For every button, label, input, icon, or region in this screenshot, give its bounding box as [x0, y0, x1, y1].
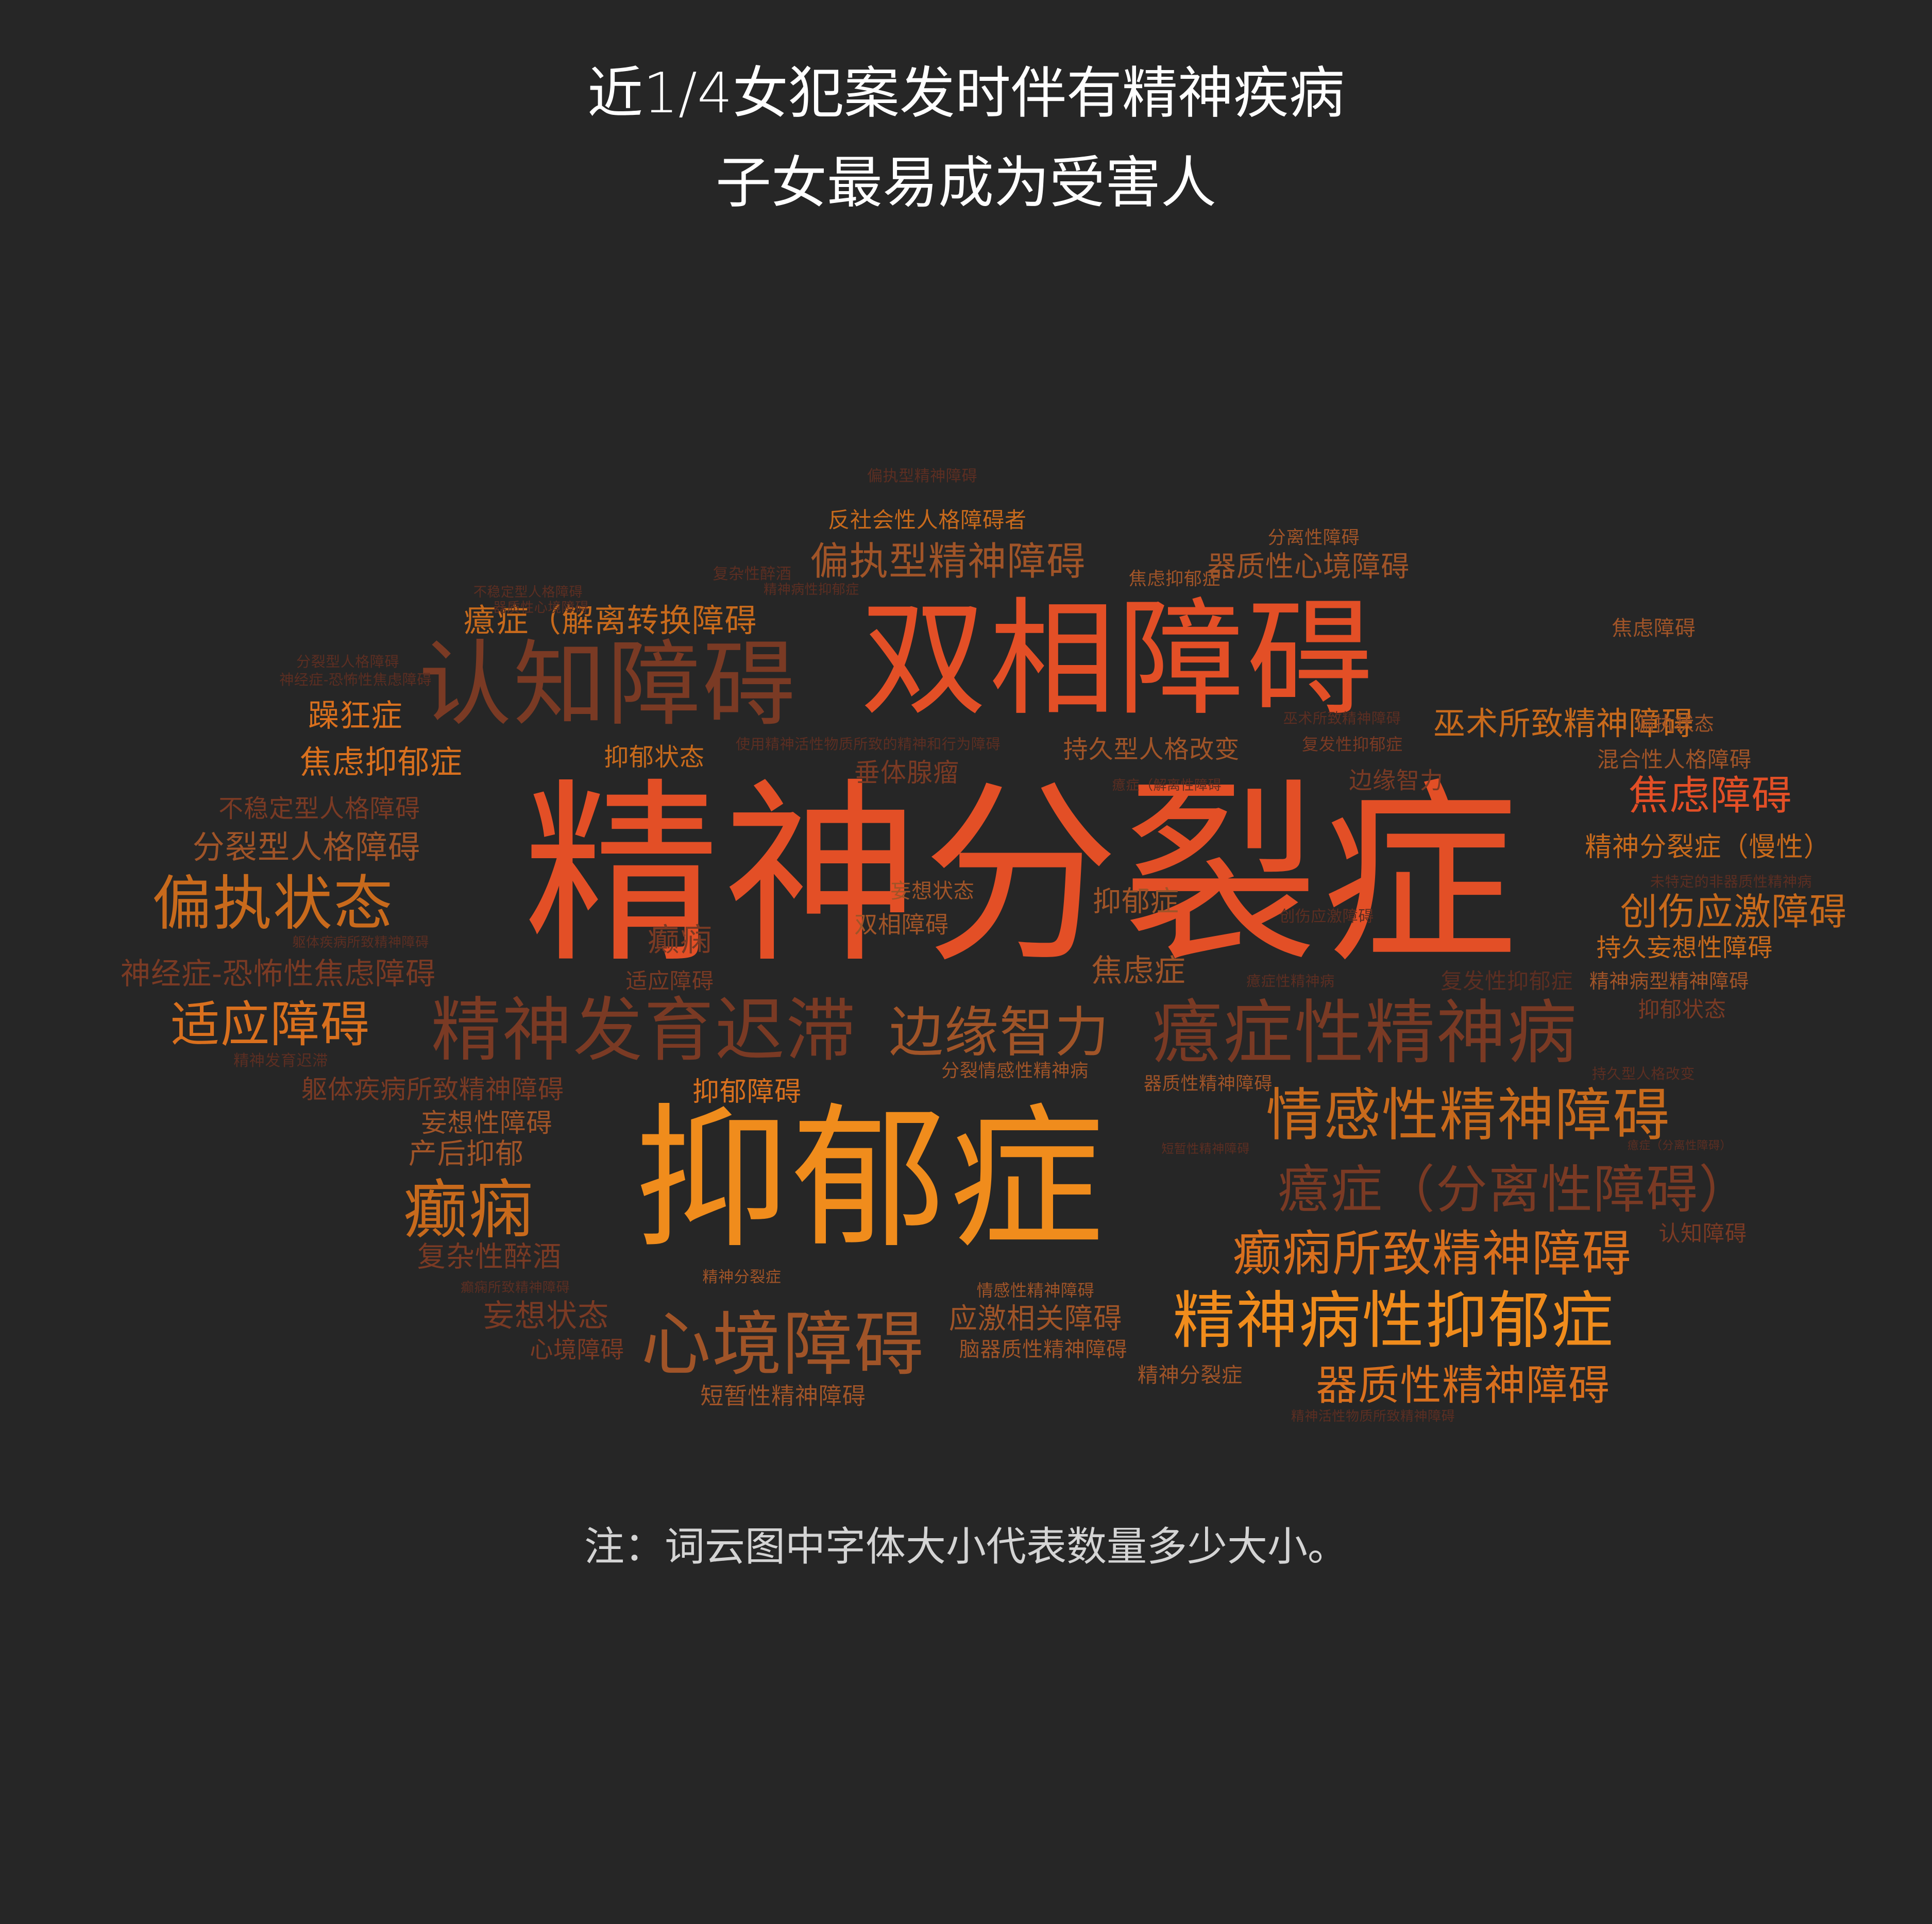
- word-cloud-term: 焦虑抑郁症: [299, 743, 463, 781]
- word-cloud-term: 器质性精神障碍: [1316, 1361, 1611, 1409]
- word-cloud-term: 精神病型精神障碍: [1589, 970, 1750, 993]
- word-cloud-term: 创伤应激障碍: [1279, 908, 1374, 926]
- footnote: 注：词云图中字体大小代表数量多少大小。: [584, 1524, 1348, 1570]
- word-cloud-term: 抑郁状态: [1638, 997, 1726, 1022]
- word-cloud-term: 精神病性抑郁症: [1173, 1285, 1615, 1357]
- word-cloud-term: 适应障碍: [625, 968, 714, 994]
- word-cloud-term: 癔症（解离性障碍: [1112, 778, 1222, 793]
- word-cloud-term: 焦虑障碍: [1628, 773, 1793, 819]
- word-cloud-term: 抑郁症: [1092, 884, 1180, 918]
- word-cloud-term: 混合性人格障碍: [1597, 747, 1752, 772]
- word-cloud-term: 短暂性精神障碍: [700, 1382, 866, 1410]
- word-cloud-term: 使用精神活性物质所致的精神和行为障碍: [735, 736, 1001, 753]
- word-cloud-term: 精神活性物质所致精神障碍: [1291, 1409, 1455, 1424]
- word-cloud-term: 抑郁状态: [604, 743, 705, 772]
- word-cloud-term: 癔症（分离性障碍）: [1628, 1139, 1732, 1152]
- word-cloud-term: 复发性抑郁症: [1302, 735, 1403, 754]
- word-cloud-term: 抑郁症: [634, 1089, 1107, 1269]
- word-cloud-term: 精神分裂症（慢性）: [1585, 832, 1831, 863]
- word-cloud-term: 躯体疾病所致精神障碍: [292, 935, 429, 950]
- word-cloud-term: 脑器质性精神障碍: [959, 1338, 1128, 1361]
- word-cloud-term: 精神发育迟滞: [233, 1052, 328, 1070]
- word-cloud-term: 偏执状态: [152, 869, 394, 939]
- word-cloud-term: 妄想状态: [483, 1298, 609, 1334]
- word-cloud-term: 癔症（解离转换障碍: [464, 602, 757, 639]
- word-cloud-term: 持久妄想性障碍: [1596, 933, 1773, 962]
- word-cloud-term: 双相障碍: [860, 586, 1376, 733]
- word-cloud-term: 垂体腺瘤: [854, 758, 959, 788]
- word-cloud-term: 分裂型人格障碍: [296, 653, 399, 670]
- word-cloud-term: 癫痫: [403, 1173, 535, 1248]
- word-cloud-term: 短暂性精神障碍: [1161, 1142, 1250, 1156]
- word-cloud-term: 创伤应激障碍: [1620, 890, 1848, 933]
- word-cloud-term: 情感性精神障碍: [976, 1281, 1095, 1300]
- word-cloud-term: 妄想性障碍: [421, 1108, 553, 1138]
- word-cloud-term: 复杂性醉酒: [713, 565, 792, 583]
- word-cloud-term: 不稳定型人格障碍: [473, 585, 583, 600]
- word-cloud-term: 不稳定型人格障碍: [218, 794, 420, 823]
- word-cloud-term: 复杂性醉酒: [417, 1240, 562, 1273]
- word-cloud-term: 适应障碍: [171, 996, 370, 1053]
- word-cloud-term: 精神分裂症: [702, 1268, 782, 1286]
- word-cloud-term: 妄想状态: [890, 879, 975, 903]
- word-cloud-term: 偏执状态: [1634, 712, 1715, 735]
- word-cloud-term: 巫术所致精神障碍: [1433, 705, 1694, 742]
- word-cloud-term: 双相障碍: [854, 911, 949, 939]
- word-cloud-term: 心境障碍: [530, 1336, 624, 1364]
- word-cloud-term: 癔症性精神病: [1152, 992, 1579, 1074]
- word-cloud-term: 分离性障碍: [1267, 527, 1360, 549]
- word-cloud-term: 偏执型精神障碍: [810, 538, 1086, 584]
- word-cloud-term: 精神发育迟滞: [431, 990, 857, 1071]
- word-cloud-term: 心境障碍: [641, 1304, 925, 1385]
- word-cloud-term: 未特定的非器质性精神病: [1650, 873, 1812, 890]
- word-cloud-term: 产后抑郁: [408, 1137, 524, 1170]
- word-cloud-term: 躯体疾病所致精神障碍: [301, 1075, 564, 1104]
- word-cloud-term: 分裂情感性精神病: [941, 1061, 1089, 1082]
- word-cloud-term: 器质性心境障碍: [493, 600, 589, 616]
- word-cloud-term: 抑郁障碍: [692, 1077, 802, 1108]
- word-cloud-term: 躁狂症: [308, 698, 403, 734]
- word-cloud-term: 边缘智力: [889, 1001, 1110, 1064]
- word-cloud-term: 焦虑抑郁症: [1128, 569, 1221, 590]
- word-cloud-term: 焦虑障碍: [1612, 617, 1696, 640]
- word-cloud-term: 精神分裂症: [1138, 1364, 1243, 1387]
- word-cloud-term: 认知障碍: [418, 631, 798, 739]
- word-cloud-term: 癫痫: [647, 921, 713, 959]
- title-line-1: 近1/4女犯案发时伴有精神疾病: [587, 61, 1345, 126]
- word-cloud-term: 神经症-恐怖性焦虑障碍: [120, 956, 436, 991]
- word-cloud-term: 持久型人格改变: [1592, 1065, 1695, 1082]
- word-cloud-term: 神经症-恐怖性焦虑障碍: [279, 671, 432, 688]
- word-cloud-term: 癔症（分离性障碍）: [1278, 1160, 1751, 1220]
- word-cloud-term: 癔症性精神病: [1246, 973, 1335, 990]
- word-cloud-term: 癫痫所致精神障碍: [1232, 1225, 1632, 1283]
- word-cloud-term: 精神病性抑郁症: [764, 582, 859, 598]
- word-cloud-term: 癫痫所致精神障碍: [460, 1280, 570, 1296]
- word-cloud-term: 认知障碍: [1658, 1221, 1747, 1246]
- word-cloud-term: 反社会性人格障碍者: [828, 507, 1027, 533]
- word-cloud-term: 器质性精神障碍: [1144, 1074, 1273, 1095]
- word-cloud-term: 应激相关障碍: [948, 1302, 1123, 1335]
- title-line-2: 子女最易成为受害人: [715, 151, 1216, 215]
- word-cloud-term: 边缘智力: [1349, 767, 1444, 794]
- word-cloud-term: 器质性心境障碍: [1207, 550, 1410, 583]
- word-cloud-term: 复发性抑郁症: [1440, 968, 1573, 994]
- word-cloud-term: 持久型人格改变: [1063, 735, 1240, 764]
- word-cloud-term: 巫术所致精神障碍: [1283, 710, 1401, 727]
- word-cloud-term: 精神分裂症: [523, 761, 1522, 990]
- word-cloud-term: 分裂型人格障碍: [192, 828, 421, 866]
- word-cloud-term: 焦虑症: [1091, 953, 1186, 989]
- word-cloud-term: 偏执型精神障碍: [867, 467, 978, 485]
- word-cloud-term: 情感性精神障碍: [1266, 1082, 1671, 1148]
